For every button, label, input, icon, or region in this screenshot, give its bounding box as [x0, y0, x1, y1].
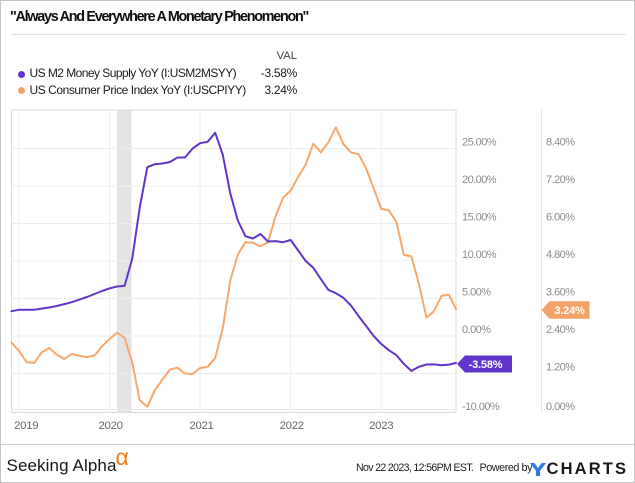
svg-text:15.00%: 15.00%	[462, 211, 497, 223]
svg-text:8.40%: 8.40%	[546, 136, 575, 148]
svg-text:0.00%: 0.00%	[546, 401, 575, 413]
svg-text:20.00%: 20.00%	[462, 174, 497, 186]
svg-text:1.20%: 1.20%	[546, 362, 575, 374]
svg-text:2.40%: 2.40%	[546, 324, 575, 336]
svg-text:3.60%: 3.60%	[546, 287, 575, 299]
svg-text:2020: 2020	[99, 420, 123, 432]
svg-text:7.20%: 7.20%	[546, 174, 575, 186]
svg-text:10.00%: 10.00%	[462, 249, 497, 261]
svg-text:2021: 2021	[189, 420, 213, 432]
svg-text:3.24%: 3.24%	[554, 305, 585, 317]
svg-text:2019: 2019	[14, 420, 38, 432]
svg-text:2022: 2022	[280, 420, 304, 432]
svg-text:-3.58%: -3.58%	[469, 359, 503, 371]
svg-text:5.00%: 5.00%	[462, 287, 491, 299]
svg-text:2023: 2023	[369, 420, 393, 432]
svg-text:-10.00%: -10.00%	[462, 401, 500, 413]
svg-text:6.00%: 6.00%	[546, 211, 575, 223]
svg-text:0.00%: 0.00%	[462, 324, 491, 336]
svg-text:4.80%: 4.80%	[546, 249, 575, 261]
svg-text:25.00%: 25.00%	[462, 136, 497, 148]
